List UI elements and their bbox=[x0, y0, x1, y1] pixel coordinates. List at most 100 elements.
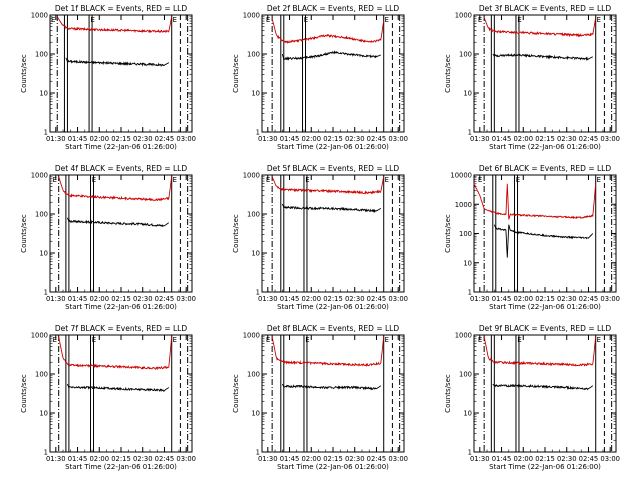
marker-label: E bbox=[478, 16, 482, 24]
y-tick-label: 100 bbox=[247, 211, 260, 219]
marker-label: E bbox=[305, 336, 309, 344]
x-tick-label: 02:30 bbox=[557, 295, 577, 303]
x-tick-label: 02:45 bbox=[155, 135, 175, 143]
y-axis-label: Counts/sec bbox=[232, 214, 240, 253]
panel-title: Det 9f BLACK = Events, RED = LLD bbox=[479, 324, 612, 333]
lld-series-line bbox=[473, 183, 597, 220]
panel-title: Det 4f BLACK = Events, RED = LLD bbox=[55, 164, 188, 173]
x-tick-label: 02:00 bbox=[301, 135, 321, 143]
x-tick-label: 02:15 bbox=[535, 295, 555, 303]
lld-series-line bbox=[483, 17, 597, 38]
events-series-line bbox=[66, 217, 170, 228]
y-axis-label: Counts/sec bbox=[444, 374, 452, 413]
panel-title: Det 7f BLACK = Events, RED = LLD bbox=[55, 324, 188, 333]
x-tick-label: 02:15 bbox=[323, 455, 343, 463]
x-tick-label: 01:45 bbox=[68, 135, 88, 143]
x-tick-label: 02:00 bbox=[89, 295, 109, 303]
x-tick-label: 02:30 bbox=[345, 455, 365, 463]
panel-title: Det 8f BLACK = Events, RED = LLD bbox=[267, 324, 400, 333]
x-axis-label: Start Time (22-Jan-06 01:26:00) bbox=[489, 463, 601, 471]
x-tick-label: 02:15 bbox=[111, 135, 131, 143]
y-tick-label: 100 bbox=[247, 51, 260, 59]
panel-det-9: Det 9f BLACK = Events, RED = LLD 1 10 100 10… bbox=[444, 324, 620, 471]
x-tick-label: 03:00 bbox=[600, 295, 620, 303]
panel-title: Det 3f BLACK = Events, RED = LLD bbox=[479, 4, 612, 13]
plot-frame bbox=[473, 14, 617, 133]
y-axis-label: Counts/sec bbox=[20, 214, 28, 253]
lld-series-line bbox=[58, 336, 173, 371]
marker-label: E bbox=[172, 176, 176, 184]
marker-label: E bbox=[384, 336, 388, 344]
x-tick-label: 02:15 bbox=[535, 455, 555, 463]
panel-det-8: Det 8f BLACK = Events, RED = LLD 1 10 100 10… bbox=[232, 324, 408, 471]
x-tick-label: 02:45 bbox=[155, 455, 175, 463]
x-tick-label: 01:30 bbox=[470, 295, 490, 303]
x-tick-label: 01:30 bbox=[258, 295, 278, 303]
panel-det-6: Det 6f BLACK = Events, RED = LLD 1 10 100 10… bbox=[444, 164, 620, 311]
lld-series-line bbox=[56, 16, 173, 34]
x-tick-label: 02:45 bbox=[579, 455, 599, 463]
marker-label: E bbox=[516, 176, 520, 184]
events-series-line bbox=[281, 203, 382, 214]
y-axis-label: Counts/sec bbox=[444, 214, 452, 253]
y-tick-label: 1000 bbox=[455, 332, 472, 340]
x-tick-label: 02:30 bbox=[345, 135, 365, 143]
marker-label: E bbox=[517, 336, 521, 344]
x-tick-label: 02:15 bbox=[111, 295, 131, 303]
y-tick-label: 1000 bbox=[31, 172, 48, 180]
events-series-line bbox=[66, 383, 170, 393]
x-tick-label: 02:30 bbox=[133, 455, 153, 463]
y-tick-label: 100 bbox=[459, 51, 472, 59]
x-tick-label: 02:00 bbox=[301, 295, 321, 303]
y-axis-label: Counts/sec bbox=[20, 374, 28, 413]
x-tick-label: 02:45 bbox=[367, 295, 387, 303]
lld-series-line bbox=[483, 336, 597, 367]
plot-frame bbox=[473, 334, 617, 453]
x-tick-label: 03:00 bbox=[176, 135, 196, 143]
y-tick-label: 100 bbox=[35, 51, 48, 59]
x-tick-label: 01:45 bbox=[280, 135, 300, 143]
y-axis-label: Counts/sec bbox=[20, 54, 28, 93]
lld-series-line bbox=[58, 176, 173, 202]
x-tick-label: 03:00 bbox=[388, 135, 408, 143]
y-tick-label: 100 bbox=[247, 371, 260, 379]
panel-det-7: Det 7f BLACK = Events, RED = LLD 1 10 100 10… bbox=[20, 324, 196, 471]
x-axis-label: Start Time (22-Jan-06 01:26:00) bbox=[277, 303, 389, 311]
y-axis-label: Counts/sec bbox=[232, 54, 240, 93]
x-axis-label: Start Time (22-Jan-06 01:26:00) bbox=[489, 143, 601, 151]
x-tick-label: 03:00 bbox=[600, 455, 620, 463]
x-tick-label: 01:30 bbox=[46, 135, 66, 143]
y-tick-label: 1000 bbox=[31, 332, 48, 340]
plot-frame bbox=[49, 14, 193, 133]
panel-title: Det 5f BLACK = Events, RED = LLD bbox=[267, 164, 400, 173]
marker-label: E bbox=[517, 16, 521, 24]
marker-label: E bbox=[384, 16, 388, 24]
x-tick-label: 02:00 bbox=[513, 135, 533, 143]
plot-frame bbox=[49, 334, 193, 453]
y-tick-label: 1 bbox=[468, 449, 472, 457]
y-tick-label: 10 bbox=[39, 250, 48, 258]
x-tick-label: 01:45 bbox=[68, 295, 88, 303]
x-tick-label: 03:00 bbox=[600, 135, 620, 143]
x-tick-label: 02:45 bbox=[367, 135, 387, 143]
x-tick-label: 02:30 bbox=[557, 455, 577, 463]
panel-det-4: Det 4f BLACK = Events, RED = LLD 1 10 100 10… bbox=[20, 164, 196, 311]
x-tick-label: 01:45 bbox=[280, 295, 300, 303]
marker-label: E bbox=[92, 336, 96, 344]
lld-series-line bbox=[271, 176, 385, 195]
x-tick-label: 03:00 bbox=[388, 295, 408, 303]
y-tick-label: 1000 bbox=[455, 12, 472, 20]
x-tick-label: 02:15 bbox=[535, 135, 555, 143]
y-tick-label: 100 bbox=[35, 211, 48, 219]
x-tick-label: 01:45 bbox=[492, 455, 512, 463]
marker-label: E bbox=[92, 176, 96, 184]
x-axis-label: Start Time (22-Jan-06 01:26:00) bbox=[65, 303, 177, 311]
marker-label: E bbox=[596, 16, 600, 24]
y-tick-label: 10 bbox=[251, 90, 260, 98]
x-tick-label: 03:00 bbox=[388, 455, 408, 463]
panel-title: Det 6f BLACK = Events, RED = LLD bbox=[479, 164, 612, 173]
panel-title: Det 2f BLACK = Events, RED = LLD bbox=[267, 4, 400, 13]
x-axis-label: Start Time (22-Jan-06 01:26:00) bbox=[277, 143, 389, 151]
panel-det-5: Det 5f BLACK = Events, RED = LLD 1 10 100 10… bbox=[232, 164, 408, 311]
marker-label: E bbox=[266, 16, 270, 24]
